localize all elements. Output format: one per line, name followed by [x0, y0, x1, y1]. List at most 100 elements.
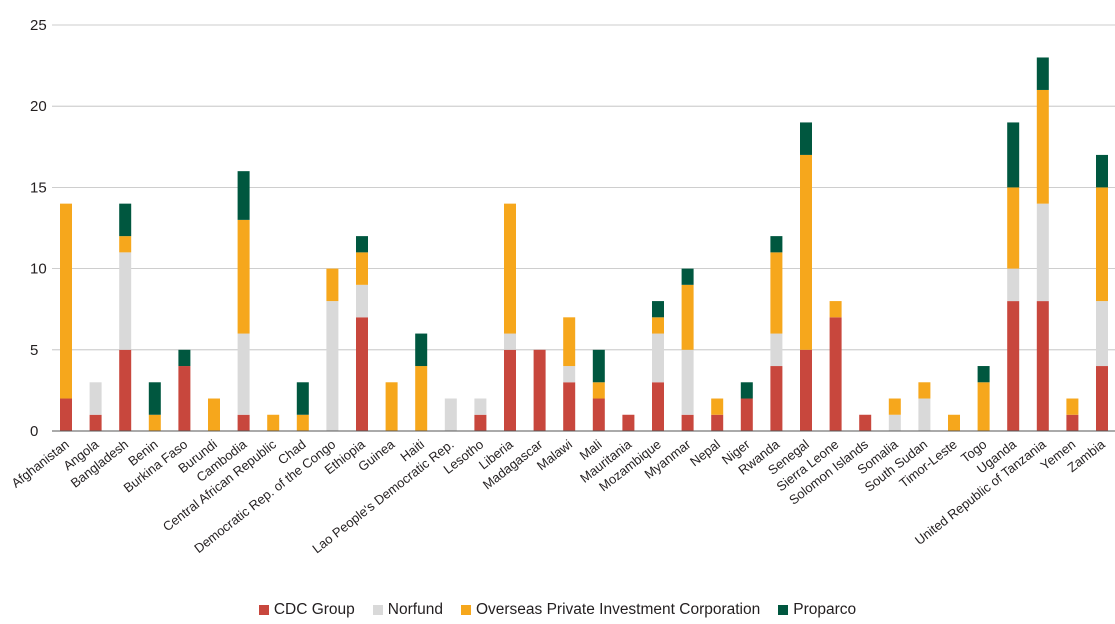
bar-segment — [1036, 203, 1049, 302]
y-tick-label: 20 — [30, 98, 47, 115]
bar-segment — [356, 284, 368, 318]
bar-segment — [652, 301, 664, 318]
bar-segment — [178, 349, 191, 367]
bar-segment — [237, 414, 250, 431]
bar-segment — [592, 398, 605, 431]
bar-segment — [888, 398, 901, 415]
legend-label: Proparco — [793, 601, 857, 618]
bar-segment — [237, 333, 250, 415]
bar-segment — [474, 398, 487, 415]
bar-segment — [888, 414, 901, 431]
bar-segment — [60, 203, 72, 399]
legend-item: Proparco — [778, 601, 856, 619]
bar-segment — [859, 414, 872, 431]
stacked-bar-chart: 0 5 10 15 20 25 AfghanistanAngolaBangladeshBe… — [8, 17, 1115, 556]
bar-segment — [208, 398, 220, 431]
bar-segment — [563, 366, 576, 383]
bars — [60, 57, 1108, 431]
bar-segment — [1066, 398, 1079, 415]
legend-swatch — [372, 605, 383, 615]
bar-segment — [711, 414, 724, 431]
bar-segment — [119, 236, 132, 253]
bar-segment — [1007, 301, 1020, 431]
bar-segment — [681, 349, 694, 415]
legend-label: Norfund — [387, 601, 443, 618]
bar-segment — [681, 268, 694, 285]
legend-item: CDC Group — [258, 601, 355, 619]
bar-segment — [652, 382, 664, 431]
y-axis-ticks: 0 5 10 15 20 25 — [30, 17, 47, 440]
bar-segment — [296, 414, 309, 431]
bar-segment — [533, 349, 546, 431]
bar-segment — [770, 366, 783, 431]
bar-segment — [119, 252, 132, 350]
bar-segment — [948, 414, 960, 431]
bar-segment — [1007, 122, 1020, 188]
bar-segment — [148, 382, 161, 415]
bar-segment — [770, 236, 783, 253]
bar-segment — [681, 414, 694, 431]
bar-segment — [119, 203, 132, 237]
bar-segment — [474, 414, 487, 431]
bar-segment — [918, 382, 931, 399]
gridlines — [52, 24, 1115, 351]
bar-segment — [504, 333, 516, 350]
bar-segment — [326, 301, 339, 431]
y-tick-label: 10 — [30, 261, 47, 278]
bar-segment — [740, 382, 753, 399]
bar-segment — [770, 252, 783, 334]
legend-label: Overseas Private Investment Corporation — [475, 601, 761, 618]
y-tick-label: 15 — [30, 179, 47, 196]
bar-segment — [504, 203, 516, 334]
legend-swatch — [778, 605, 789, 615]
bar-segment — [89, 414, 102, 431]
bar-segment — [356, 317, 368, 431]
bar-segment — [563, 317, 576, 367]
y-tick-label: 0 — [30, 423, 38, 440]
bar-segment — [800, 154, 812, 350]
legend-label: CDC Group — [273, 601, 355, 618]
bar-segment — [977, 366, 990, 383]
legend-item: Norfund — [372, 601, 443, 619]
bar-segment — [296, 382, 309, 415]
legend-swatch — [460, 605, 471, 615]
bar-segment — [770, 333, 783, 367]
bar-segment — [119, 349, 132, 431]
bar-segment — [829, 301, 842, 318]
bar-segment — [326, 268, 339, 302]
bar-segment — [415, 366, 428, 431]
bar-segment — [1007, 187, 1020, 269]
bar-segment — [1096, 301, 1108, 367]
y-tick-label: 25 — [30, 17, 47, 34]
bar-segment — [356, 236, 368, 253]
bar-segment — [237, 219, 250, 334]
bar-segment — [237, 171, 250, 220]
bar-segment — [1066, 414, 1079, 431]
bar-segment — [1036, 301, 1049, 431]
bar-segment — [60, 398, 72, 431]
legend: CDC Group Norfund Overseas Private Investm… — [0, 601, 1115, 619]
bar-segment — [1036, 89, 1049, 204]
bar-segment — [592, 349, 605, 383]
bar-segment — [1096, 154, 1108, 188]
bar-segment — [356, 252, 368, 285]
bar-segment — [681, 284, 694, 350]
bar-segment — [563, 382, 576, 431]
bar-segment — [1096, 366, 1108, 431]
bar-segment — [89, 382, 102, 415]
bar-segment — [592, 382, 605, 399]
legend-swatch — [258, 605, 269, 615]
bar-segment — [800, 122, 812, 155]
bar-segment — [652, 333, 664, 383]
bar-segment — [918, 398, 931, 431]
bar-segment — [178, 366, 191, 431]
bar-segment — [444, 398, 457, 431]
x-axis-labels: AfghanistanAngolaBangladeshBeninBurkina … — [8, 436, 1108, 556]
bar-segment — [1036, 57, 1049, 90]
bar-segment — [1007, 268, 1020, 302]
bar-segment — [829, 317, 842, 431]
bar-segment — [415, 333, 428, 367]
y-tick-label: 5 — [30, 342, 38, 359]
legend-item: Overseas Private Investment Corporation — [460, 601, 761, 619]
